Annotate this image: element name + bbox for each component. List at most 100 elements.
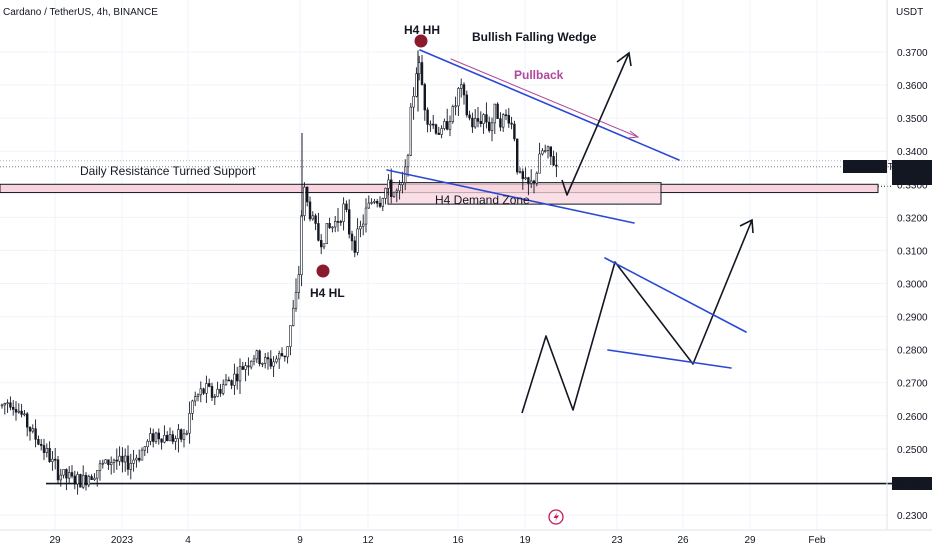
candle: [138, 449, 141, 463]
candle: [247, 357, 250, 376]
candle: [462, 82, 466, 105]
candle: [143, 446, 146, 457]
candle: [180, 428, 183, 443]
candle: [347, 199, 351, 239]
candle: [56, 456, 60, 485]
candle: [70, 465, 74, 479]
candle: [378, 196, 382, 209]
candle: [269, 350, 272, 370]
candle: [98, 460, 102, 481]
candle: [101, 459, 105, 469]
candle: [555, 152, 558, 178]
candle: [409, 103, 412, 157]
candle: [59, 468, 63, 487]
candle: [552, 150, 555, 167]
hh-marker-dot: [414, 34, 428, 48]
candle: [459, 78, 463, 98]
support-price-badge: 0.2395: [892, 477, 932, 490]
candle: [401, 171, 404, 194]
candle: [426, 107, 429, 133]
candle: [31, 424, 34, 434]
candle: [194, 391, 197, 407]
candle: [6, 399, 9, 413]
candle: [322, 243, 326, 250]
candle: [84, 472, 88, 491]
pullback-arrow-line: [450, 58, 639, 138]
candle: [76, 471, 79, 495]
candle: [82, 465, 85, 489]
candle: [230, 379, 233, 390]
candle: [501, 113, 505, 132]
price-tick-label: 0.2300: [897, 511, 928, 522]
candle: [521, 168, 525, 190]
price-axis[interactable]: 0.3700 0.3600 0.3500 0.3400 0.3300 0.3200 0.31…: [886, 0, 928, 530]
candle: [73, 470, 77, 490]
candle: [174, 435, 177, 450]
candle: [107, 459, 110, 470]
candle: [496, 102, 499, 119]
candle: [437, 126, 440, 135]
candle: [188, 401, 191, 444]
candle: [196, 393, 200, 402]
candle: [79, 473, 82, 488]
candle: [465, 90, 468, 118]
candle: [280, 347, 284, 357]
candle: [241, 361, 244, 370]
time-tick-label: 26: [677, 535, 689, 546]
symbol-badge-label: ADAUSDT: [846, 162, 894, 173]
time-tick-label: 12: [362, 535, 374, 546]
candle: [68, 466, 71, 484]
candle: [445, 108, 449, 131]
candle: [115, 448, 119, 470]
candle: [65, 468, 68, 491]
price-tick-label: 0.3500: [897, 114, 928, 125]
candle: [300, 210, 303, 287]
candle: [129, 453, 132, 480]
candle: [317, 212, 320, 242]
candle: [423, 82, 426, 121]
candle: [350, 230, 354, 251]
candle: [339, 219, 342, 226]
price-tick-label: 0.2900: [897, 313, 928, 324]
candle: [166, 431, 169, 442]
candle: [389, 168, 393, 204]
candle: [384, 187, 387, 205]
candle: [364, 198, 368, 233]
candle: [345, 200, 348, 213]
candle: [135, 454, 138, 468]
candle: [208, 378, 211, 388]
candle: [118, 446, 121, 466]
wedge-label: Bullish Falling Wedge: [472, 30, 597, 44]
candle: [210, 382, 214, 402]
candle: [48, 441, 51, 463]
candle: [336, 207, 340, 232]
countdown-value: 20:59: [898, 174, 923, 185]
candle: [185, 430, 188, 436]
candle: [224, 374, 228, 386]
candle: [154, 431, 158, 444]
candle: [277, 350, 281, 369]
candle: [219, 383, 222, 397]
candle: [375, 198, 379, 208]
candle: [263, 352, 267, 369]
candle: [412, 87, 415, 120]
candle: [227, 376, 230, 382]
candle: [132, 449, 135, 472]
pullback-label: Pullback: [514, 68, 564, 82]
candle: [448, 115, 452, 137]
time-axis[interactable]: 29 2023 4 9 12 16 19 23 26 29 Feb: [0, 529, 932, 546]
candle: [543, 144, 547, 153]
lightning-icon[interactable]: [548, 509, 564, 525]
candle: [261, 362, 264, 368]
candle: [45, 443, 49, 458]
candle: [415, 67, 418, 98]
candle: [529, 169, 533, 189]
candle: [331, 226, 334, 233]
candle: [518, 167, 522, 174]
candle: [252, 355, 256, 366]
schematic-wedge-upper: [604, 257, 747, 333]
candle: [440, 125, 443, 139]
candle: [110, 456, 113, 475]
candle: [476, 107, 480, 128]
